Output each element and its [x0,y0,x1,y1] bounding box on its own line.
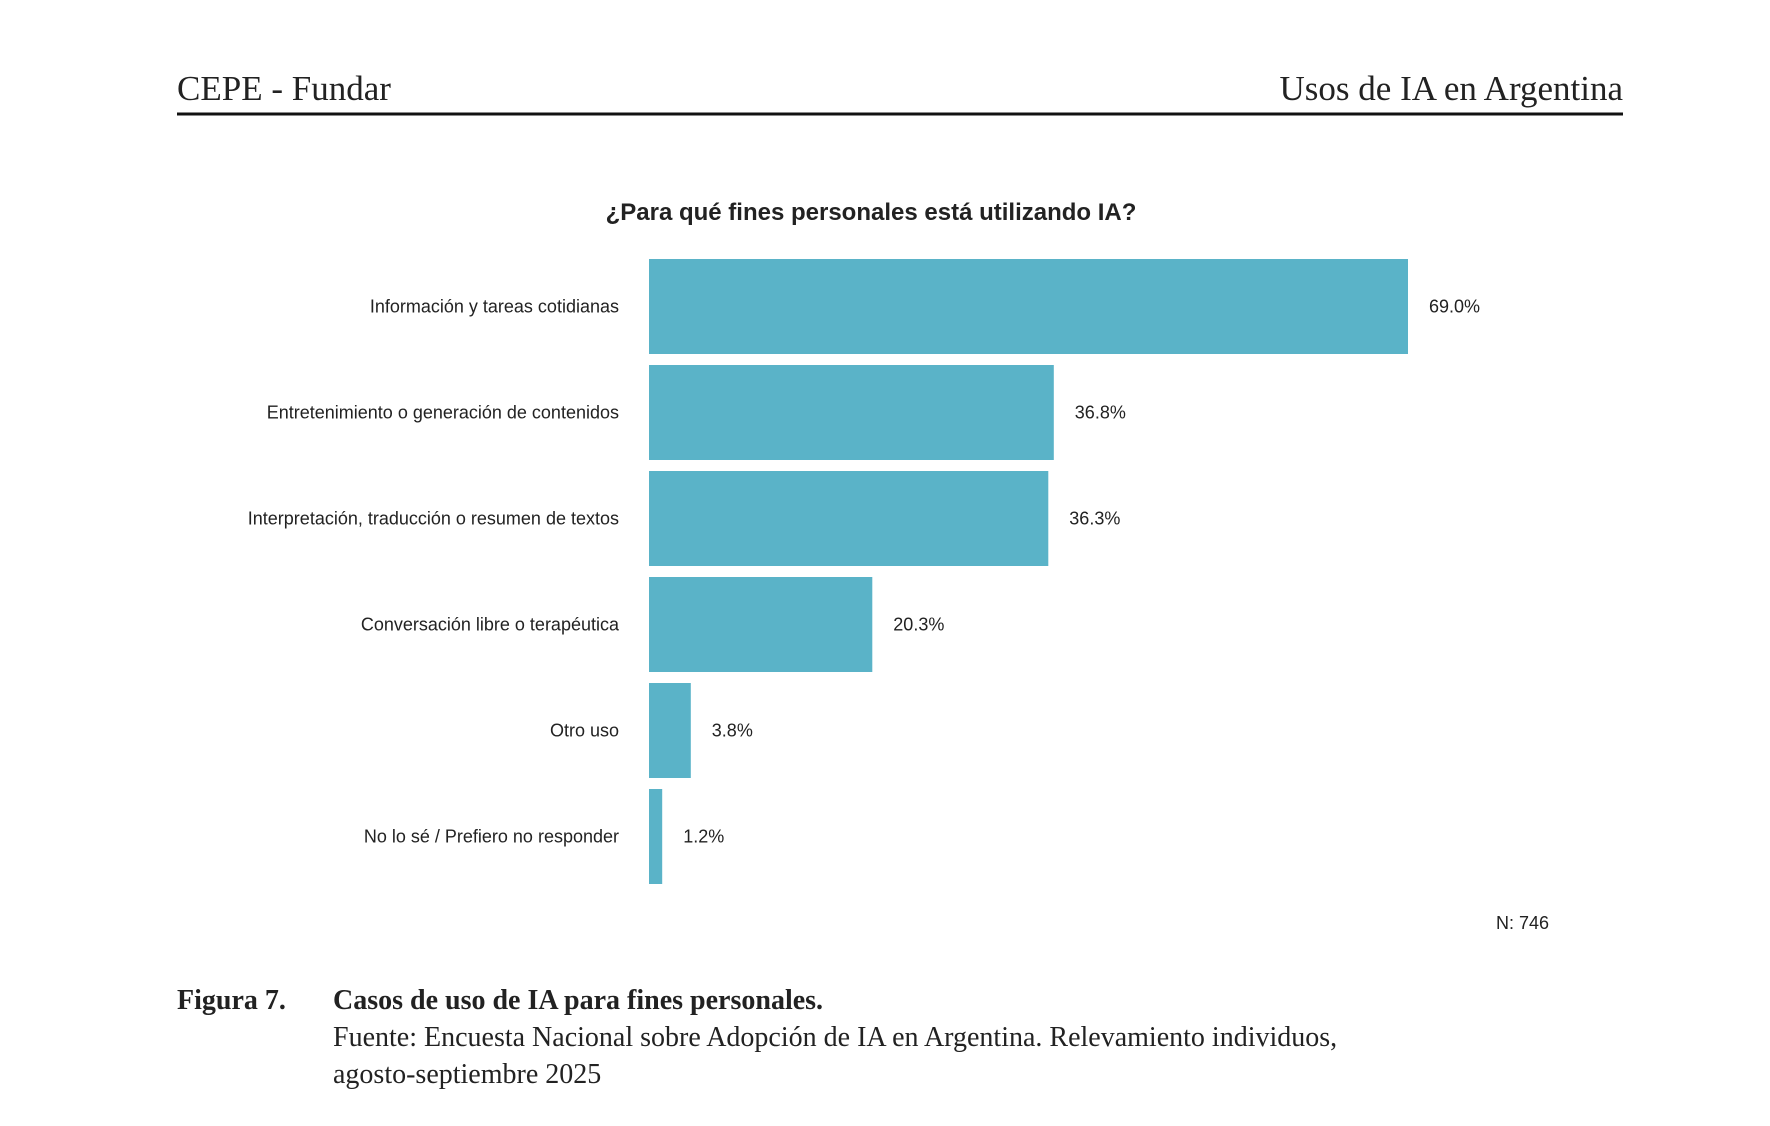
value-label: 20.3% [893,615,944,635]
caption-label: Figura 7. [177,985,286,1016]
category-label: No lo sé / Prefiero no responder [364,827,619,847]
caption-source: Fuente: Encuesta Nacional sobre Adopción… [333,1022,1337,1053]
value-label: 1.2% [683,827,724,847]
value-label: 3.8% [712,721,753,741]
category-label: Entretenimiento o generación de contenid… [267,403,619,423]
header-right: Usos de IA en Argentina [1280,69,1624,108]
chart-note: N: 746 [1496,913,1549,933]
bar [649,789,663,884]
value-label: 69.0% [1429,297,1480,317]
bar [649,577,873,672]
category-label: Información y tareas cotidianas [370,297,619,317]
chart-title: ¿Para qué fines personales está utilizan… [606,199,1137,226]
header-left: CEPE - Fundar [177,69,391,108]
value-label: 36.8% [1075,403,1126,423]
caption-title: Casos de uso de IA para fines personales… [333,985,823,1016]
category-label: Otro uso [550,721,619,741]
caption-source: agosto-septiembre 2025 [333,1059,601,1090]
bar [649,365,1054,460]
bar [649,471,1049,566]
bar [649,259,1408,354]
bar [649,683,691,778]
category-label: Interpretación, traducción o resumen de … [248,509,619,529]
category-label: Conversación libre o terapéutica [361,615,620,635]
value-label: 36.3% [1069,509,1120,529]
